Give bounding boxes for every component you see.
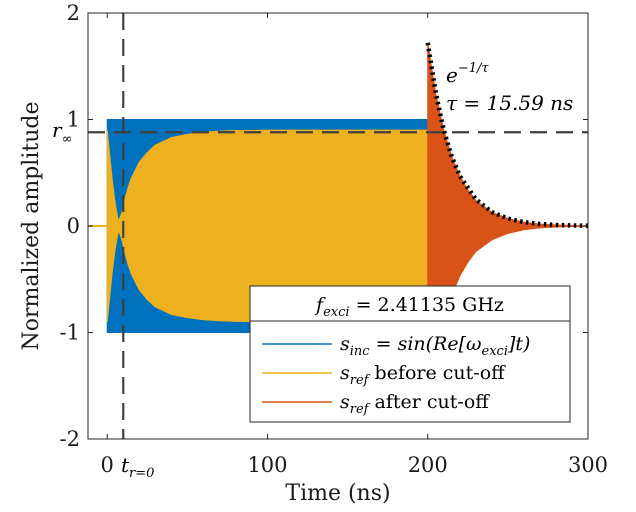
y-axis-label: Normalized amplitude [19, 102, 44, 351]
legend-entry-ref-before: sref before cut-off [340, 362, 506, 388]
legend-title: fexci = 2.41135 GHz [314, 294, 504, 320]
x-tick-label: 0 [101, 453, 114, 477]
y-tick-label: -2 [60, 427, 80, 451]
r-infinity-label: r∞ [52, 118, 72, 147]
x-tick-label: 300 [568, 453, 608, 477]
x-axis-label: Time (ns) [285, 481, 390, 506]
series-exp-fit [425, 42, 588, 228]
decay-formula-label: e−1/τ [446, 61, 489, 87]
series-s-ref-after [427, 42, 588, 410]
t-r0-label: tr=0 [121, 453, 154, 481]
tick-marks [88, 12, 589, 440]
y-tick-label: -1 [60, 321, 80, 345]
x-tick-label: 200 [408, 453, 448, 477]
legend-entry-ref-after: sref after cut-off [340, 391, 490, 417]
series-layer [88, 42, 588, 410]
legend-box [249, 285, 571, 423]
tau-label: τ = 15.59 ns [446, 91, 573, 115]
legend: fexci = 2.41135 GHz sinc = sin(Re[ωexci]… [249, 285, 571, 423]
tick-labels: 0 100 200 300 -2 -1 0 1 2 [60, 1, 609, 477]
legend-entry-inc: sinc = sin(Re[ωexci]t) [340, 333, 530, 359]
y-tick-label: 2 [67, 1, 80, 25]
x-tick-label: 100 [247, 453, 287, 477]
y-tick-label: 0 [67, 214, 80, 238]
y-tick-label: 1 [67, 108, 80, 132]
reference-lines [88, 13, 588, 439]
